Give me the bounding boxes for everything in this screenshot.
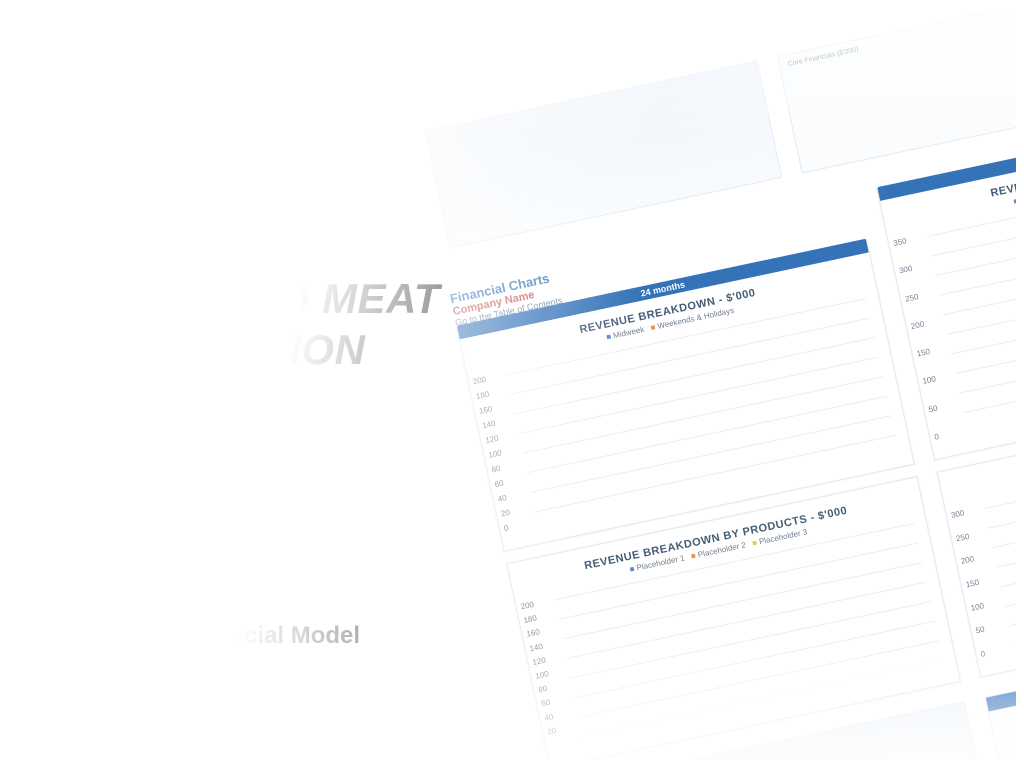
brand-part-3: LAB (228, 88, 280, 115)
brand-part-1: FIN (78, 88, 120, 115)
excel-icon: X (78, 597, 156, 675)
title-line-3: FACILITY (78, 375, 498, 426)
mini-table-top-left (425, 60, 783, 248)
brand-logo: FINMODELSLAB (78, 88, 281, 116)
mini-chart-top-right: Core Financials ($'000) (777, 8, 1016, 174)
footer: X Financial Model (78, 597, 360, 675)
excel-badge-letter: X (78, 609, 120, 663)
dashboard-mock: Core Financials ($'000) Financial Charts… (394, 8, 1016, 760)
product-type-label: Financial Model (180, 622, 360, 650)
brand-part-2: MODELS (120, 88, 229, 115)
mini-title: Core Financials ($'000) (787, 46, 859, 68)
promo-card: FINMODELSLAB CULTURED MEAT PRODUCTION FA… (8, 8, 1016, 760)
